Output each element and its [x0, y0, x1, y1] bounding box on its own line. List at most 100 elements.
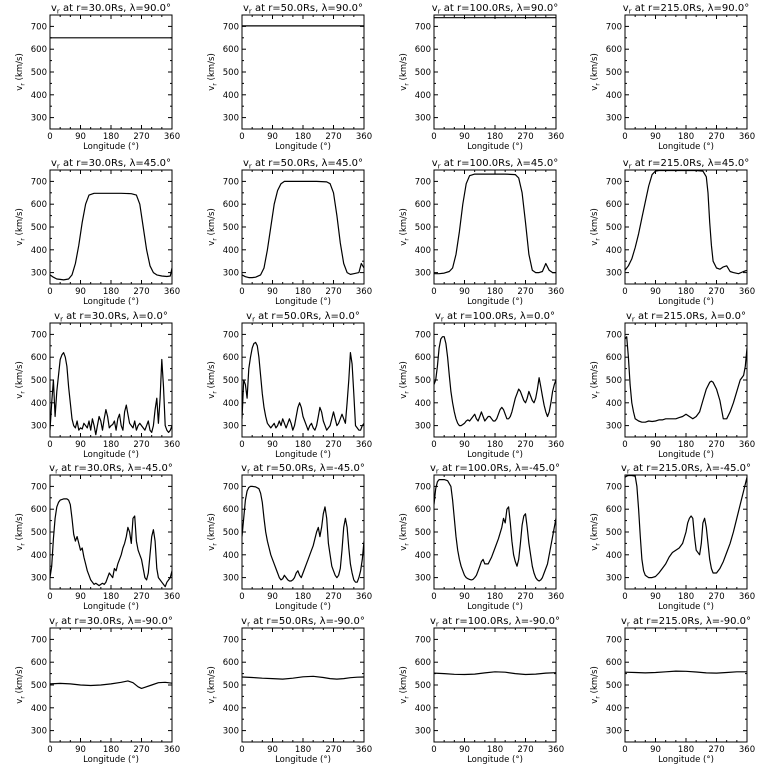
plot-frame	[241, 14, 365, 130]
x-tick-label: 180	[295, 440, 311, 450]
y-tick-label: 300	[31, 422, 47, 432]
x-axis-label: Longitude (°)	[83, 142, 139, 152]
series-line	[242, 485, 364, 583]
panel-title: vr at r=100.0Rs, λ=-90.0°	[430, 616, 560, 629]
x-tick-label: 360	[356, 287, 372, 297]
x-tick-label: 90	[75, 745, 86, 755]
y-tick-label: 700	[223, 177, 239, 187]
panel-17: vr at r=30.0Rs, λ=-90.0° 0 90 180 270 360 300 4…	[15, 616, 180, 765]
y-tick-label: 300	[31, 574, 47, 584]
y-tick-label: 600	[223, 505, 239, 515]
panel-title: vr at r=100.0Rs, λ=45.0°	[432, 158, 558, 171]
x-tick-label: 270	[325, 440, 341, 450]
y-tick-label: 700	[223, 635, 239, 645]
y-tick-label: 700	[415, 177, 431, 187]
x-tick-label: 0	[47, 745, 52, 755]
x-tick-label: 360	[739, 745, 755, 755]
panel-title: vr at r=30.0Rs, λ=-90.0°	[49, 616, 173, 629]
y-tick-label: 400	[606, 246, 622, 256]
y-tick-label: 700	[606, 330, 622, 340]
y-tick-label: 500	[223, 376, 239, 386]
x-tick-label: 180	[678, 440, 694, 450]
y-tick-label: 700	[606, 635, 622, 645]
y-tick-label: 300	[31, 114, 47, 124]
y-tick-label: 300	[606, 269, 622, 279]
y-axis-label: vr (km/s)	[207, 666, 219, 704]
x-tick-label: 180	[678, 592, 694, 602]
y-tick-label: 600	[606, 200, 622, 210]
x-tick-label: 180	[295, 132, 311, 142]
x-tick-label: 90	[650, 440, 661, 450]
x-tick-label: 90	[267, 745, 278, 755]
y-tick-label: 600	[31, 658, 47, 668]
x-axis-label: Longitude (°)	[658, 602, 714, 612]
x-tick-label: 180	[487, 132, 503, 142]
y-tick-label: 300	[223, 727, 239, 737]
x-tick-label: 360	[356, 440, 372, 450]
x-tick-label: 270	[517, 745, 533, 755]
panel-title: vr at r=215.0Rs, λ=45.0°	[623, 158, 749, 171]
y-axis-label: vr (km/s)	[15, 513, 27, 551]
y-tick-label: 400	[223, 91, 239, 101]
y-axis-label: vr (km/s)	[399, 666, 411, 704]
series-line	[625, 475, 747, 579]
x-tick-label: 90	[75, 440, 86, 450]
y-tick-label: 400	[415, 399, 431, 409]
y-tick-label: 600	[415, 658, 431, 668]
y-axis-label: vr (km/s)	[399, 208, 411, 246]
x-tick-label: 0	[431, 440, 436, 450]
x-tick-label: 90	[75, 592, 86, 602]
x-tick-label: 270	[708, 440, 724, 450]
y-tick-label: 400	[606, 551, 622, 561]
panel-title: vr at r=50.0Rs, λ=0.0°	[246, 311, 360, 324]
y-tick-label: 300	[223, 574, 239, 584]
x-tick-label: 90	[650, 287, 661, 297]
x-tick-label: 90	[459, 287, 470, 297]
x-axis-label: Longitude (°)	[83, 602, 139, 612]
x-tick-label: 90	[459, 440, 470, 450]
y-tick-label: 500	[31, 528, 47, 538]
x-axis-label: Longitude (°)	[658, 142, 714, 152]
x-tick-label: 0	[239, 440, 244, 450]
x-axis-label: Longitude (°)	[467, 602, 523, 612]
y-tick-label: 600	[31, 505, 47, 515]
y-tick-label: 700	[415, 482, 431, 492]
panel-11: vr at r=100.0Rs, λ=0.0° 0 90 180 270 360 300 40…	[399, 311, 564, 460]
x-axis-label: Longitude (°)	[658, 755, 714, 765]
x-axis-label: Longitude (°)	[467, 450, 523, 460]
plot-frame	[49, 169, 173, 285]
series-line	[434, 173, 556, 275]
x-tick-label: 180	[103, 592, 119, 602]
y-tick-label: 300	[415, 114, 431, 124]
x-tick-label: 270	[133, 745, 149, 755]
y-tick-label: 700	[415, 22, 431, 32]
plot-frame	[624, 169, 748, 285]
x-axis-label: Longitude (°)	[83, 755, 139, 765]
x-tick-label: 90	[459, 132, 470, 142]
x-axis-label: Longitude (°)	[275, 755, 331, 765]
y-tick-label: 700	[415, 635, 431, 645]
x-tick-label: 180	[295, 745, 311, 755]
plot-frame	[624, 322, 748, 438]
y-tick-label: 400	[606, 399, 622, 409]
x-tick-label: 360	[164, 745, 180, 755]
x-tick-label: 0	[431, 287, 436, 297]
y-tick-label: 700	[606, 482, 622, 492]
y-tick-label: 700	[31, 22, 47, 32]
y-tick-label: 400	[31, 246, 47, 256]
y-tick-label: 400	[223, 399, 239, 409]
y-tick-label: 300	[415, 727, 431, 737]
y-tick-label: 600	[223, 45, 239, 55]
y-tick-label: 600	[606, 353, 622, 363]
y-tick-label: 600	[606, 505, 622, 515]
x-tick-label: 0	[622, 440, 627, 450]
y-axis-label: vr (km/s)	[15, 53, 27, 91]
x-tick-label: 270	[517, 440, 533, 450]
y-axis-label: vr (km/s)	[207, 208, 219, 246]
panel-title: vr at r=30.0Rs, λ=45.0°	[51, 158, 171, 171]
x-tick-label: 0	[47, 287, 52, 297]
plot-frame	[433, 14, 557, 130]
y-tick-label: 300	[223, 114, 239, 124]
series-line	[50, 352, 172, 436]
x-tick-label: 360	[739, 440, 755, 450]
